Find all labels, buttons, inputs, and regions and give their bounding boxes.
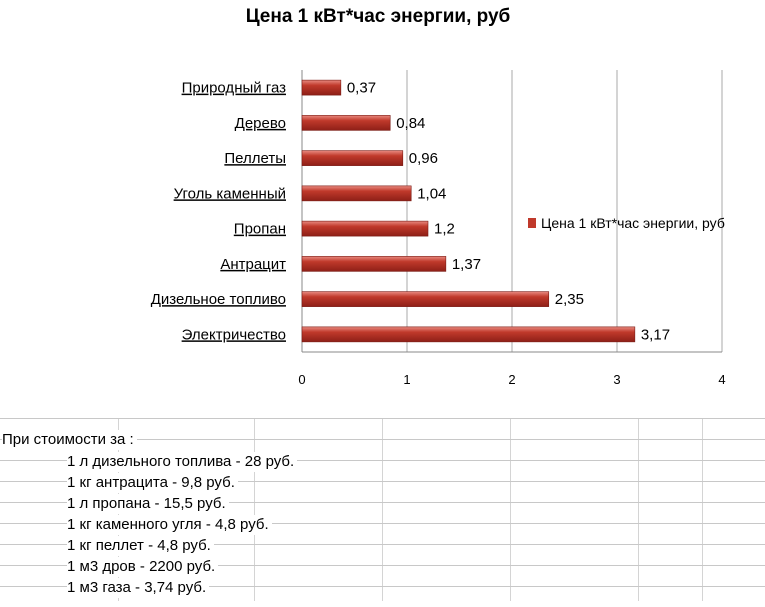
- sheet-row: [0, 565, 765, 586]
- price-line: 1 м3 газа - 3,74 руб.: [67, 578, 210, 598]
- category-label: Дизельное топливо: [151, 291, 286, 308]
- bar: [301, 326, 636, 343]
- cell-border: [638, 418, 639, 601]
- bar: [301, 291, 550, 307]
- cell-border: [510, 418, 511, 601]
- x-tick-label: 2: [508, 372, 515, 387]
- sheet-header: При стоимости за :: [2, 430, 137, 450]
- bar: [301, 256, 447, 272]
- data-label: 0,84: [396, 115, 425, 132]
- category-label: Дерево: [235, 115, 286, 132]
- sheet-row: [0, 586, 765, 607]
- price-line: 1 кг каменного угля - 4,8 руб.: [67, 515, 272, 535]
- x-tick-label: 0: [298, 372, 305, 387]
- legend-label: Цена 1 кВт*час энергии, руб: [541, 215, 725, 231]
- price-line: 1 м3 дров - 2200 руб.: [67, 557, 219, 577]
- price-line: 1 л пропана - 15,5 руб.: [67, 494, 229, 514]
- price-line: 1 л дизельного топлива - 28 руб.: [67, 452, 298, 472]
- category-label: Уголь каменный: [174, 185, 286, 202]
- price-line: 1 кг пеллет - 4,8 руб.: [67, 536, 214, 556]
- data-label: 1,2: [434, 221, 455, 238]
- bar-chart: Цена 1 кВт*час энергии, руб 0 1 2 3 4 Природны…: [151, 6, 726, 387]
- sheet-row: [0, 481, 765, 502]
- chart-title: Цена 1 кВт*час энергии, руб: [246, 6, 511, 27]
- sheet-row: [0, 544, 765, 565]
- category-label: Природный газ: [182, 80, 287, 97]
- bar: [301, 150, 404, 166]
- price-line: 1 кг антрацита - 9,8 руб.: [67, 473, 238, 493]
- data-label: 1,04: [417, 185, 446, 202]
- bar: [301, 220, 429, 237]
- data-label: 0,96: [409, 150, 438, 167]
- bar: [301, 185, 412, 202]
- data-label: 2,35: [555, 291, 584, 308]
- bar: [301, 115, 391, 131]
- sheet-row: [0, 502, 765, 523]
- x-tick-label: 1: [403, 372, 410, 387]
- cell-border: [254, 418, 255, 601]
- x-tick-label: 3: [613, 372, 620, 387]
- sheet-row: [0, 439, 765, 460]
- legend-swatch: [528, 218, 536, 228]
- data-label: 1,37: [452, 256, 481, 273]
- cell-border: [702, 418, 703, 601]
- x-tick-label: 4: [718, 372, 725, 387]
- category-label: Пропан: [234, 221, 286, 238]
- bar: [301, 79, 342, 96]
- category-label: Пеллеты: [224, 150, 286, 167]
- spreadsheet-area: При стоимости за :1 л дизельного топлива…: [0, 418, 765, 601]
- category-label: Электричество: [182, 326, 286, 343]
- sheet-row: [0, 523, 765, 544]
- sheet-row: [0, 418, 765, 439]
- cell-border: [382, 418, 383, 601]
- sheet-row: [0, 460, 765, 481]
- data-label: 0,37: [347, 80, 376, 97]
- data-label: 3,17: [641, 326, 670, 343]
- category-label: Антрацит: [220, 256, 286, 273]
